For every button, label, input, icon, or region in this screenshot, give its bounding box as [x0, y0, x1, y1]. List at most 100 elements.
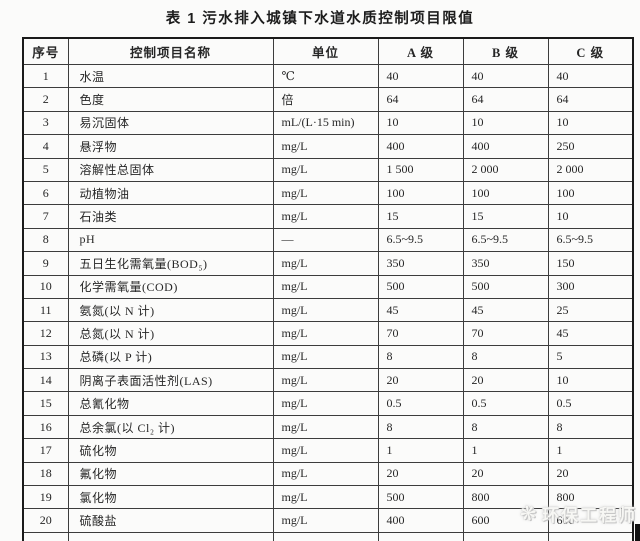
header-grade-b: B 级	[462, 37, 549, 65]
cell-grade-b: 400	[462, 134, 549, 159]
cell-serial: 11	[22, 297, 69, 323]
cell-grade-c: 1	[547, 438, 634, 463]
cell-item-name: pH	[67, 227, 274, 253]
cell-grade-c: 45	[547, 321, 634, 346]
cell-unit: mg/L	[272, 344, 379, 370]
scan-edge-artifact	[635, 524, 640, 541]
cell-grade-a: 64	[377, 87, 464, 112]
cell-item-name: 氨氮(以 N 计)	[67, 297, 274, 323]
cell-serial: 6	[22, 180, 69, 206]
cell-grade-c: 8	[547, 414, 634, 440]
header-grade-c: C 级	[547, 37, 634, 65]
table-row: 20 硫酸盐 mg/L 400 600 600	[22, 508, 634, 533]
cell-serial: 20	[22, 508, 69, 533]
table-row: 14 阴离子表面活性剂(LAS) mg/L 20 20 10	[22, 368, 634, 393]
cell-serial: 4	[22, 134, 69, 159]
cell-serial: 2	[22, 87, 69, 112]
cell-serial: 14	[22, 368, 69, 393]
table-row: 16 总余氯(以 Cl₂ 计) mg/L 8 8 8	[22, 414, 634, 440]
table-row: 17 硫化物 mg/L 1 1 1	[22, 438, 634, 463]
cell-grade-a: 40	[377, 63, 464, 89]
table-row: 7 石油类 mg/L 15 15 10	[22, 204, 634, 229]
cell-unit: mg/L	[272, 508, 379, 533]
table-row: 11 氨氮(以 N 计) mg/L 45 45 25	[22, 297, 634, 323]
cell-serial: 15	[22, 391, 69, 416]
table-row: 1 水温 ℃ 40 40 40	[22, 63, 634, 89]
cell-item-name: 水温	[67, 63, 274, 89]
cell-grade-a: 45	[377, 297, 464, 323]
cell-grade-a: 500	[377, 485, 464, 510]
cell-item-name: 总氮(以 N 计)	[67, 321, 274, 346]
cell-grade-b: 1	[462, 438, 549, 463]
cell-grade-a: 15	[377, 204, 464, 229]
cell-unit: mg/L	[272, 251, 379, 276]
cell-grade-c: 0.5	[547, 391, 634, 416]
header-row: 序号 控制项目名称 单位 A 级 B 级 C 级	[22, 37, 634, 65]
cell-grade-b: 350	[462, 251, 549, 276]
cell-grade-b: 2 000	[462, 157, 549, 182]
cell-grade-c: 2 000	[547, 157, 634, 182]
cell-grade-c: 300	[547, 274, 634, 299]
cell-grade-a: 8	[377, 414, 464, 440]
header-unit: 单位	[272, 37, 379, 65]
cell-serial: 3	[22, 110, 69, 136]
cell-grade-b: 20	[462, 461, 549, 487]
cell-serial: 10	[22, 274, 69, 299]
cell-grade-b: 600	[462, 508, 549, 533]
cell-grade-c: 10	[547, 110, 634, 136]
header-grade-a: A 级	[377, 37, 464, 65]
cell-grade-c: 64	[547, 87, 634, 112]
cell-grade-c: 10	[547, 204, 634, 229]
table-title: 表 1 污水排入城镇下水道水质控制项目限值	[165, 11, 475, 27]
cell-unit: mg/L	[272, 274, 379, 299]
cell-grade-a: 20	[377, 368, 464, 393]
cell-serial: 1	[22, 63, 69, 89]
cell-grade-c: 250	[547, 134, 634, 159]
table-row: 4 悬浮物 mg/L 400 400 250	[22, 134, 634, 159]
table-row: 12 总氮(以 N 计) mg/L 70 70 45	[22, 321, 634, 346]
cell-unit: mg/L	[272, 134, 379, 159]
cell-unit: ℃	[272, 63, 379, 89]
cell-grade-c: 100	[547, 180, 634, 206]
cell-grade-a: 400	[377, 134, 464, 159]
header-item-name: 控制项目名称	[67, 37, 274, 65]
cell-grade-a: 8	[377, 344, 464, 370]
cell-item-name: 动植物油	[67, 180, 274, 206]
cell-item-name: 易沉固体	[67, 110, 274, 136]
cell-grade-b: 40	[462, 63, 549, 89]
cell-grade-a: 1	[377, 438, 464, 463]
cell-item-name: 悬浮物	[67, 134, 274, 159]
cell-grade-b: 6.5~9.5	[462, 227, 549, 253]
cell-serial: 7	[22, 204, 69, 229]
cell-grade-c	[547, 531, 634, 541]
cell-unit: mg/L	[272, 438, 379, 463]
cell-grade-a	[377, 531, 464, 541]
cell-grade-b: 800	[462, 485, 549, 510]
cell-grade-c: 5	[547, 344, 634, 370]
table-row: 6 动植物油 mg/L 100 100 100	[22, 180, 634, 206]
cell-item-name	[67, 531, 274, 541]
cell-item-name: 化学需氧量(COD)	[67, 274, 274, 299]
cell-unit: mg/L	[272, 461, 379, 487]
cell-unit: mg/L	[272, 180, 379, 206]
cell-item-name: 总余氯(以 Cl₂ 计)	[67, 414, 274, 440]
cell-unit: mg/L	[272, 204, 379, 229]
cell-item-name: 五日生化需氧量(BOD₅)	[67, 251, 274, 276]
cell-grade-a: 70	[377, 321, 464, 346]
cell-grade-a: 10	[377, 110, 464, 136]
cell-grade-a: 0.5	[377, 391, 464, 416]
cell-grade-c: 150	[547, 251, 634, 276]
cell-unit: —	[272, 227, 379, 253]
cell-item-name: 色度	[67, 87, 274, 112]
cell-grade-b: 64	[462, 87, 549, 112]
cell-unit: mg/L	[272, 297, 379, 323]
cell-grade-a: 350	[377, 251, 464, 276]
cell-unit: mg/L	[272, 414, 379, 440]
cell-item-name: 氯化物	[67, 485, 274, 510]
cell-grade-b: 20	[462, 368, 549, 393]
cell-grade-b: 0.5	[462, 391, 549, 416]
cell-grade-c: 25	[547, 297, 634, 323]
cell-grade-b: 500	[462, 274, 549, 299]
cell-item-name: 总磷(以 P 计)	[67, 344, 274, 370]
cell-unit: mg/L	[272, 157, 379, 182]
